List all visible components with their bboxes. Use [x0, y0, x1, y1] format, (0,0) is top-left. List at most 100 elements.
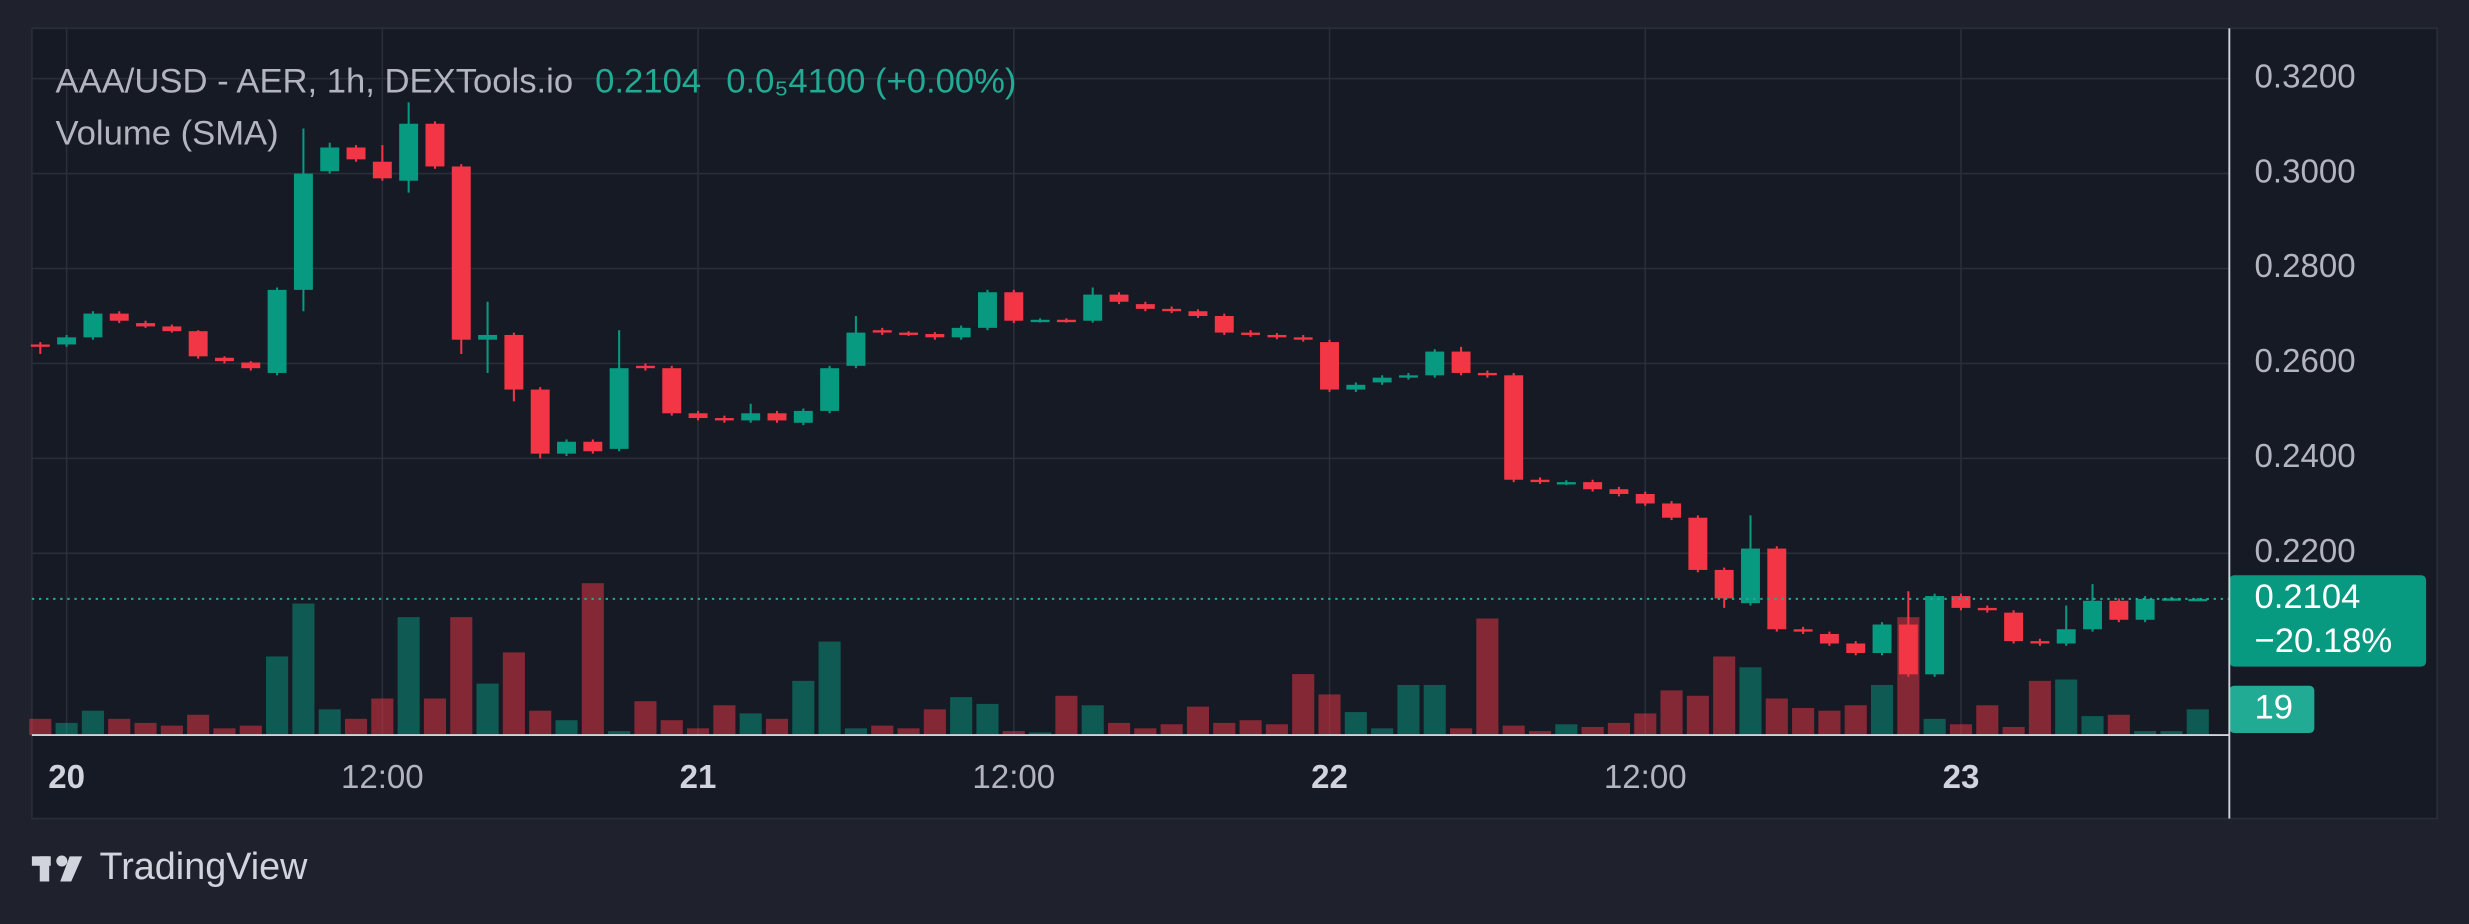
volume-bar — [923, 709, 946, 736]
candle-body — [1451, 351, 1471, 373]
volume-bars — [29, 583, 2209, 736]
candle-body — [320, 147, 340, 172]
volume-bar — [502, 652, 525, 736]
candle-body — [1556, 482, 1576, 485]
volume-bar — [371, 698, 394, 736]
volume-bar — [1686, 695, 1709, 736]
volume-bar — [1239, 720, 1262, 736]
candle-body — [372, 161, 392, 179]
candle-body — [1714, 569, 1734, 599]
y-tick-label: 0.2200 — [2255, 533, 2356, 570]
last-volume-box — [2229, 685, 2315, 733]
volume-bar — [739, 713, 762, 736]
volume-bar — [1765, 698, 1788, 736]
y-tick-label: 0.3200 — [2255, 58, 2356, 95]
x-tick-label: 12:00 — [341, 759, 424, 796]
volume-bar — [660, 720, 683, 736]
volume-bar — [1844, 705, 1867, 736]
volume-bar — [1081, 705, 1104, 736]
volume-bar — [318, 709, 341, 736]
volume-bar — [1002, 731, 1025, 736]
candle-body — [2135, 598, 2155, 620]
candle-body — [2109, 600, 2129, 620]
y-tick-label: 0.2800 — [2255, 248, 2356, 285]
candle-body — [2083, 600, 2102, 630]
candle-body — [1741, 548, 1760, 604]
volume-bar — [1792, 707, 1815, 736]
legend-change: 0.0₅4100 (+0.00%) — [726, 63, 1016, 101]
candle-body — [1267, 334, 1287, 338]
volume-bar — [1818, 710, 1841, 736]
volume-bar — [634, 701, 657, 736]
change-label: −20.18% — [2255, 622, 2393, 660]
candle-body — [820, 368, 840, 411]
candle-body — [899, 332, 919, 335]
volume-bar — [2081, 716, 2104, 736]
candle-body — [872, 330, 892, 333]
candle-body — [714, 418, 734, 421]
candle-body — [451, 166, 471, 340]
volume-bar — [1371, 728, 1394, 736]
volume-bar — [1344, 712, 1367, 736]
volume-bar — [213, 728, 236, 736]
candle-body — [504, 334, 524, 390]
candle-body — [1767, 548, 1787, 630]
candle-body — [2056, 629, 2076, 644]
candle-body — [399, 123, 419, 181]
volume-bar — [950, 697, 973, 736]
candle-body — [30, 344, 50, 347]
volume-bar — [713, 705, 736, 736]
candle-body — [1030, 319, 1050, 323]
candle-body — [1320, 342, 1339, 390]
volume-bar — [608, 731, 631, 736]
candle-body — [688, 413, 708, 419]
volume-bar — [1029, 732, 1052, 736]
candle-body — [1793, 629, 1813, 632]
volume-bar — [1581, 726, 1604, 736]
candle-body — [346, 147, 366, 160]
volume-bar — [1265, 724, 1288, 736]
candle-body — [793, 410, 813, 423]
volume-bar — [266, 656, 289, 736]
candle-body — [83, 313, 103, 338]
volume-bar — [581, 583, 604, 736]
candle-body — [478, 334, 498, 340]
candle-body — [1504, 375, 1524, 480]
candle-body — [109, 313, 129, 321]
volume-bar — [1476, 618, 1499, 736]
volume-bar — [2107, 714, 2130, 736]
candle-body — [925, 334, 945, 338]
candle-body — [2004, 612, 2024, 642]
volume-bar — [765, 718, 789, 736]
y-tick-label: 0.2400 — [2255, 438, 2356, 475]
volume-bar — [1292, 674, 1315, 736]
candle-body — [1293, 337, 1313, 340]
volume-bar — [844, 728, 867, 736]
volume-bar — [871, 725, 894, 736]
volume-bar — [187, 714, 210, 736]
volume-bar — [1607, 722, 1630, 736]
volume-bar — [1634, 713, 1657, 736]
candle-body — [557, 441, 576, 454]
candle-body — [1346, 384, 1366, 390]
grid — [31, 28, 2230, 736]
candle-body — [1372, 377, 1392, 383]
candle-body — [662, 368, 682, 414]
volume-bar — [2002, 726, 2025, 736]
volume-bar — [1134, 728, 1157, 736]
candle-body — [1530, 479, 1550, 483]
candle-body — [1819, 634, 1839, 644]
candle-body — [1925, 596, 1945, 675]
volume-bar — [976, 703, 999, 736]
candle-body — [1109, 294, 1129, 302]
volume-bar — [897, 728, 920, 736]
x-tick-label: 12:00 — [1604, 759, 1687, 796]
volume-bar — [529, 710, 552, 736]
tradingview-logo — [31, 855, 83, 882]
volume-bar — [108, 718, 131, 736]
candle-body — [530, 389, 550, 454]
candle-body — [1688, 517, 1708, 570]
candle-body — [215, 357, 234, 362]
volume-bar — [344, 718, 368, 736]
candle-body — [978, 292, 997, 328]
